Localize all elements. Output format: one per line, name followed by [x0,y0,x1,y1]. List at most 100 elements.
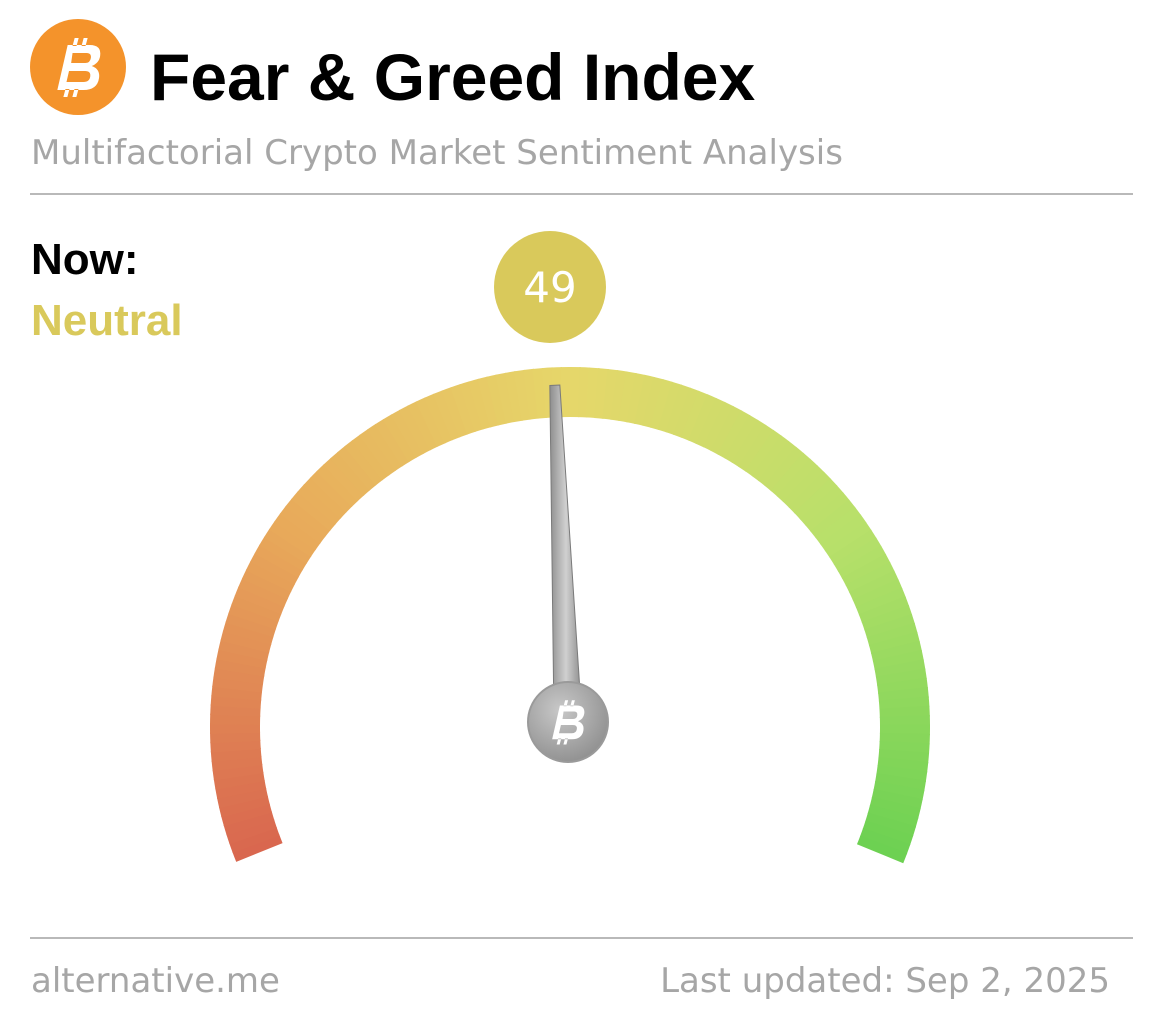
subtitle: Multifactorial Crypto Market Sentiment A… [31,133,843,173]
gauge-band [866,622,918,647]
value-label: 49 [523,263,576,312]
gauge-band [858,596,910,624]
gauge: 49 [210,231,930,864]
gauge-band [210,723,261,734]
gauge-band [879,705,930,718]
gauge-band [867,804,919,828]
gauge-band [250,552,299,585]
gauge-band [366,423,403,472]
gauge-band [626,372,646,424]
gauge-band [751,435,790,482]
gauge-band [794,478,838,520]
gauge-band [680,390,709,441]
gauge-band [218,795,270,818]
gauge-band [285,498,331,538]
gauge-band [695,397,726,448]
gauge-band [875,668,927,686]
gauge-band [226,819,277,845]
gauge-band [228,603,279,630]
gauge-band [231,594,282,622]
gauge-band [875,773,926,792]
gauge-band [870,640,922,662]
gauge-band [229,826,280,854]
gauge-band [220,630,272,653]
gauge-band [865,812,917,837]
gauge-band [241,569,292,600]
gauge-band [259,536,308,571]
gauge-band [309,470,353,513]
gauge-band [649,379,674,431]
gauge-band [210,713,261,725]
gauge-band [841,553,891,587]
now-label: Now: [31,235,139,284]
gauge-band [245,560,296,593]
gauge-band [450,384,476,435]
gauge-band [486,374,508,426]
gauge-band [815,506,862,545]
gauge-band [594,368,609,419]
gauge-band [344,439,383,486]
gauge-band [316,464,359,508]
gauge-band [254,544,303,578]
gauge-band [770,452,812,497]
title: Fear & Greed Index [150,40,756,114]
needle [549,384,583,724]
gauge-band [459,381,484,433]
gauge-band [878,749,930,764]
gauge-band [852,578,903,609]
gauge-band [874,659,926,678]
gauge-band [212,676,264,693]
gauge-band [688,394,718,445]
gauge-band [879,715,930,727]
gauge-band [217,787,268,809]
gauge-band [432,390,461,441]
gauge-band [218,639,270,661]
gauge-band [665,384,692,436]
gauge-band [845,561,895,594]
gauge-band [855,587,906,616]
gauge-band [407,401,439,451]
gauge-band [337,445,377,491]
gauge-band [238,577,288,607]
gauge-band [424,393,454,444]
gauge-band [570,367,581,418]
gauge-band [560,367,572,418]
gauge-band [837,545,887,579]
gauge-band [810,499,856,539]
gauge-band [717,410,751,459]
gauge-band [657,381,683,433]
gauge-band [872,650,924,670]
gauge-band [279,505,326,544]
gauge-band [216,648,268,669]
gauge-band [602,368,619,420]
gauge-band [710,405,743,455]
gauge-band [610,370,628,421]
gauge-band [212,763,264,781]
gauge-band [738,424,775,472]
gauge-band [833,537,882,572]
gauge-band [329,451,371,496]
gauge-band [859,827,911,855]
gauge-band [731,419,767,468]
gauge-band [824,521,872,559]
gauge-band [323,457,365,502]
gauge-band [297,484,342,525]
gauge-band [877,757,929,773]
gauge-band [757,440,797,487]
gauge-band [634,374,656,426]
gauge-band [504,371,523,423]
gauge-band [513,369,531,421]
gauge-band [213,667,265,685]
gauge-band [359,428,397,476]
gauge-band [441,386,469,438]
source: alternative.me [31,961,280,1001]
bitcoin-logo [30,19,126,115]
gauge-band [268,520,316,558]
gauge-band [210,731,261,744]
gauge-band [415,397,446,447]
gauge-band [871,789,923,810]
gauge-band [724,414,759,463]
gauge-band [861,604,913,631]
gauge-band [291,491,336,531]
gauge-band [222,621,274,646]
